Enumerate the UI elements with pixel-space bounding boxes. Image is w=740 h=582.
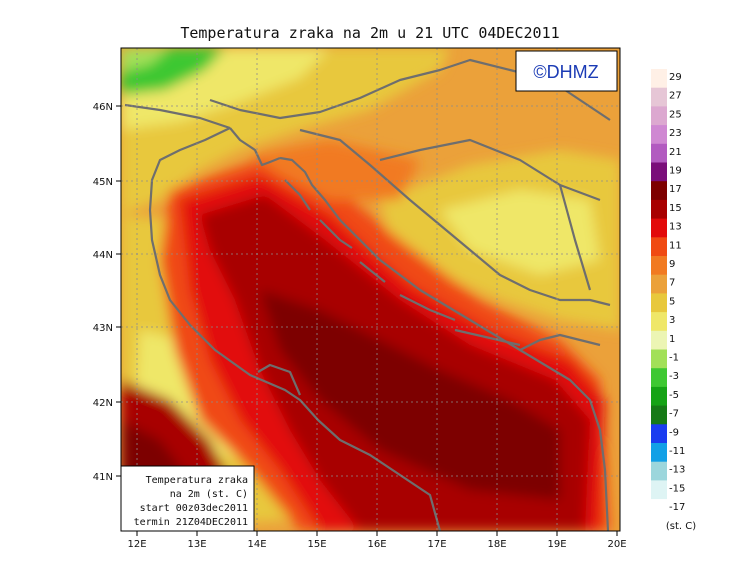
legend-swatch <box>651 256 667 276</box>
dhmz-logo: ©DHMZ <box>515 50 618 92</box>
legend-swatch <box>651 424 667 444</box>
legend-swatch <box>651 405 667 425</box>
graticule <box>121 48 620 531</box>
lon-label: 12E <box>127 539 146 550</box>
legend-swatch <box>651 106 667 126</box>
legend-swatch <box>651 69 667 89</box>
legend-swatch <box>651 312 667 332</box>
legend-swatch <box>651 386 667 406</box>
legend-swatch <box>651 480 667 500</box>
lon-label: 18E <box>487 539 506 550</box>
legend-swatch <box>651 274 667 294</box>
legend-label: 11 <box>669 240 682 251</box>
lat-label: 44N <box>93 250 113 261</box>
legend-swatch <box>651 368 667 388</box>
lon-label: 13E <box>187 539 206 550</box>
latitude-labels: 46N 45N 44N 43N 42N 41N <box>93 102 113 483</box>
map-frame <box>120 47 621 532</box>
legend-label: 13 <box>669 222 682 233</box>
lon-label: 14E <box>247 539 266 550</box>
legend-label: -7 <box>669 409 679 420</box>
temperature-field <box>121 48 620 531</box>
legend-swatch <box>651 349 667 369</box>
info-box: Temperatura zraka na 2m (st. C) start 00… <box>120 465 255 532</box>
map-title: Temperatura zraka na 2m u 21 UTC 04DEC20… <box>180 24 560 42</box>
lat-label: 43N <box>93 323 113 334</box>
legend-label: 25 <box>669 109 682 120</box>
legend-label: -11 <box>669 446 685 457</box>
lon-label: 17E <box>427 539 446 550</box>
legend-label: 17 <box>669 184 682 195</box>
legend-swatch <box>651 443 667 463</box>
legend-label: -9 <box>669 427 679 438</box>
legend-swatch <box>651 199 667 219</box>
legend-swatch <box>651 218 667 238</box>
legend-swatch <box>651 162 667 182</box>
info-line: start 00z03dec2011 <box>140 503 248 514</box>
legend-swatch <box>651 237 667 257</box>
coastlines-borders <box>124 58 611 531</box>
legend-label: -5 <box>669 390 679 401</box>
lat-label: 45N <box>93 177 113 188</box>
legend-label: -1 <box>669 353 679 364</box>
legend-label: 9 <box>669 259 675 270</box>
legend-swatch <box>651 181 667 201</box>
lat-label: 42N <box>93 398 113 409</box>
color-legend: 29 27 25 23 21 19 17 15 13 11 9 7 5 3 1 -1 -3 -5 -7 -9 -11 -1… <box>651 69 685 519</box>
legend-label: 7 <box>669 278 675 289</box>
legend-swatch <box>651 330 667 350</box>
lat-label: 41N <box>93 472 113 483</box>
info-line: termin 21Z04DEC2011 <box>134 517 248 528</box>
legend-label: 1 <box>669 334 675 345</box>
legend-label: 15 <box>669 203 682 214</box>
lon-label: 20E <box>607 539 626 550</box>
legend-label: 23 <box>669 128 682 139</box>
info-line: Temperatura zraka <box>146 475 248 486</box>
longitude-labels: 12E 13E 14E 15E 16E 17E 18E 19E 20E <box>127 539 626 550</box>
legend-label: -13 <box>669 465 685 476</box>
logo-text: ©DHMZ <box>533 62 598 82</box>
legend-label: 27 <box>669 91 682 102</box>
legend-swatch <box>651 143 667 163</box>
legend-label: 21 <box>669 147 682 158</box>
info-line: na 2m (st. C) <box>170 489 248 500</box>
legend-label: -15 <box>669 483 685 494</box>
axis-ticks <box>116 105 618 536</box>
legend-label: 29 <box>669 72 682 83</box>
legend-swatch <box>651 125 667 145</box>
legend-label: -3 <box>669 371 679 382</box>
legend-label: 3 <box>669 315 675 326</box>
legend-swatch <box>651 293 667 313</box>
lon-label: 16E <box>367 539 386 550</box>
lat-label: 46N <box>93 102 113 113</box>
legend-swatch <box>651 499 667 519</box>
legend-unit: (st. C) <box>666 521 696 532</box>
legend-label: 5 <box>669 296 675 307</box>
legend-swatch <box>651 87 667 107</box>
lon-label: 15E <box>307 539 326 550</box>
lon-label: 19E <box>547 539 566 550</box>
legend-label: 19 <box>669 166 682 177</box>
legend-label: -17 <box>669 502 685 513</box>
legend-swatch <box>651 461 667 481</box>
